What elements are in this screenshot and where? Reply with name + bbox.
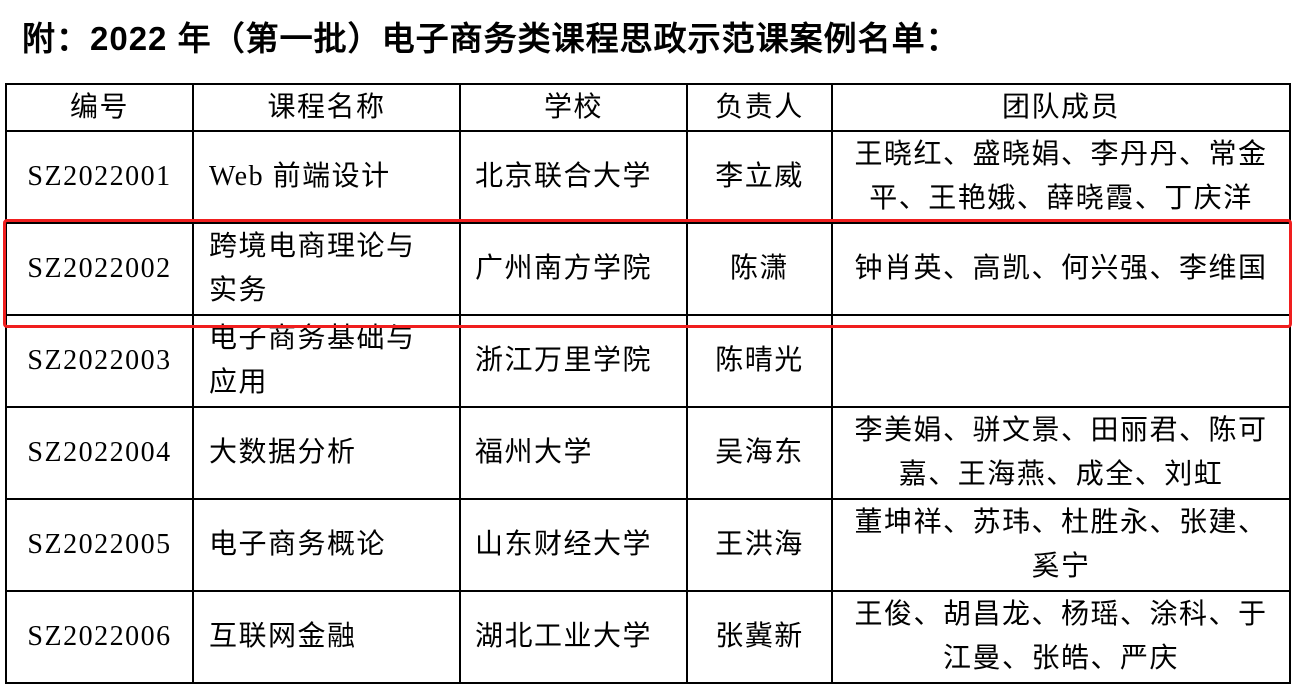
cell-school: 山东财经大学 xyxy=(459,498,688,592)
table-row: SZ2022002 跨境电商理论与实务 广州南方学院 陈潇 钟肖英、高凯、何兴强、李维国 xyxy=(5,222,1291,316)
cell-school: 广州南方学院 xyxy=(459,222,688,316)
cell-members xyxy=(831,314,1291,408)
cell-course: 电子商务概论 xyxy=(192,498,461,592)
cell-course: 跨境电商理论与实务 xyxy=(192,222,461,316)
cell-lead: 张冀新 xyxy=(686,590,833,684)
cell-school: 浙江万里学院 xyxy=(459,314,688,408)
cell-school: 北京联合大学 xyxy=(459,130,688,224)
cell-course: 互联网金融 xyxy=(192,590,461,684)
cell-members: 董坤祥、苏玮、杜胜永、张建、奚宁 xyxy=(831,498,1291,592)
header-school: 学校 xyxy=(459,83,688,132)
table-row: SZ2022001 Web 前端设计 北京联合大学 李立威 王晓红、盛晓娟、李丹丹、常金… xyxy=(5,130,1291,224)
header-members: 团队成员 xyxy=(831,83,1291,132)
table-row: SZ2022006 互联网金融 湖北工业大学 张冀新 王俊、胡昌龙、杨瑶、涂科、于江曼、… xyxy=(5,590,1291,684)
page-title: 附：2022 年（第一批）电子商务类课程思政示范课案例名单： xyxy=(22,20,960,57)
cell-members: 李美娟、骈文景、田丽君、陈可嘉、王海燕、成全、刘虹 xyxy=(831,406,1291,500)
cell-id: SZ2022004 xyxy=(5,406,194,500)
cell-lead: 李立威 xyxy=(686,130,833,224)
header-lead: 负责人 xyxy=(686,83,833,132)
table-header-row: 编号 课程名称 学校 负责人 团队成员 xyxy=(5,83,1291,132)
header-id: 编号 xyxy=(5,83,194,132)
cell-id: SZ2022003 xyxy=(5,314,194,408)
cell-lead: 陈潇 xyxy=(686,222,833,316)
table-row: SZ2022005 电子商务概论 山东财经大学 王洪海 董坤祥、苏玮、杜胜永、张建、奚宁 xyxy=(5,498,1291,592)
cell-members: 钟肖英、高凯、何兴强、李维国 xyxy=(831,222,1291,316)
cell-id: SZ2022002 xyxy=(5,222,194,316)
table-row: SZ2022004 大数据分析 福州大学 吴海东 李美娟、骈文景、田丽君、陈可嘉、王海燕… xyxy=(5,406,1291,500)
cell-school: 福州大学 xyxy=(459,406,688,500)
cell-course: Web 前端设计 xyxy=(192,130,461,224)
header-course: 课程名称 xyxy=(192,83,461,132)
cell-id: SZ2022005 xyxy=(5,498,194,592)
cell-members: 王晓红、盛晓娟、李丹丹、常金平、王艳娥、薛晓霞、丁庆洋 xyxy=(831,130,1291,224)
cell-members: 王俊、胡昌龙、杨瑶、涂科、于江曼、张皓、严庆 xyxy=(831,590,1291,684)
table-row: SZ2022003 电子商务基础与应用 浙江万里学院 陈晴光 xyxy=(5,314,1291,408)
cell-lead: 陈晴光 xyxy=(686,314,833,408)
cell-id: SZ2022001 xyxy=(5,130,194,224)
cell-id: SZ2022006 xyxy=(5,590,194,684)
course-list-table: 编号 课程名称 学校 负责人 团队成员 SZ2022001 Web 前端设计 北京联… xyxy=(5,83,1291,684)
cell-lead: 王洪海 xyxy=(686,498,833,592)
cell-course: 大数据分析 xyxy=(192,406,461,500)
cell-school: 湖北工业大学 xyxy=(459,590,688,684)
cell-course: 电子商务基础与应用 xyxy=(192,314,461,408)
cell-lead: 吴海东 xyxy=(686,406,833,500)
